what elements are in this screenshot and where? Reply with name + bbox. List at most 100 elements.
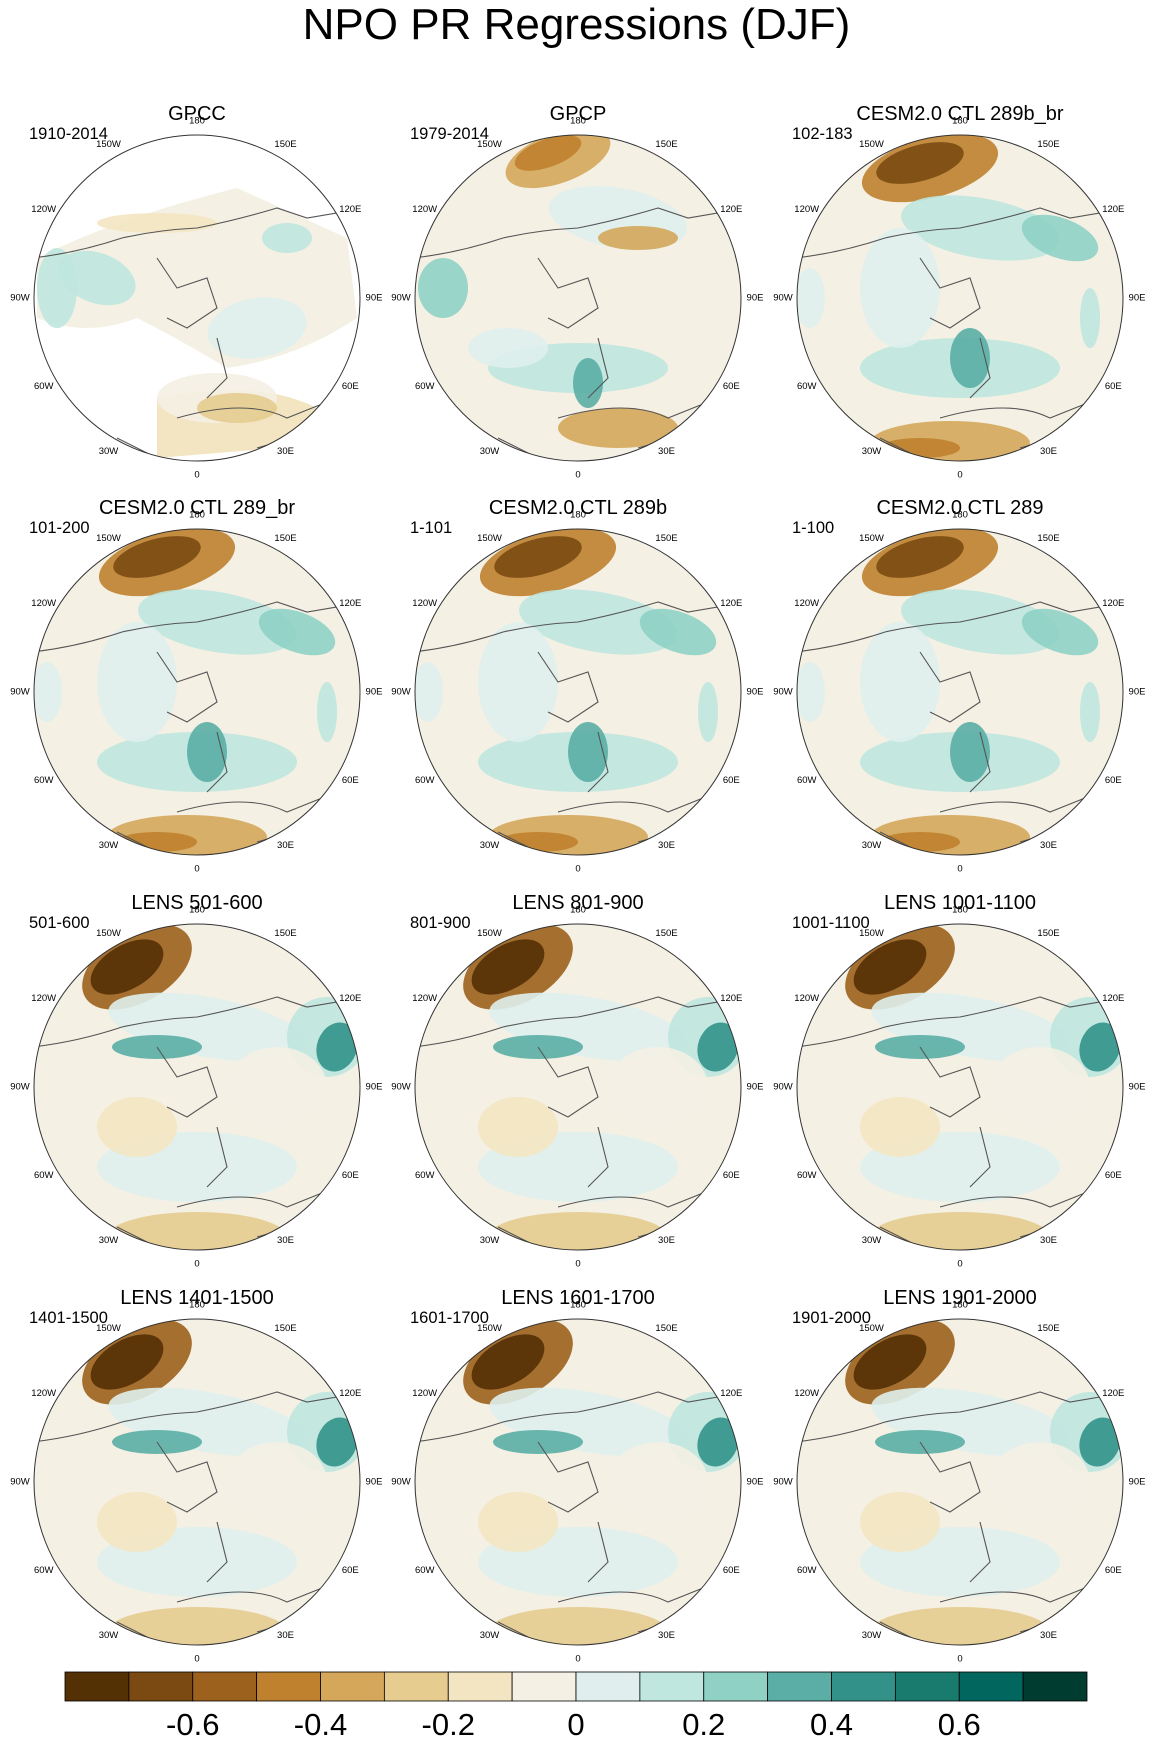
longitude-label: 60W [34, 1170, 54, 1181]
anomaly-region [316, 1022, 358, 1072]
longitude-label: 90E [1129, 687, 1146, 698]
longitude-label: 90E [1129, 1477, 1146, 1488]
anomaly-region [573, 358, 603, 408]
longitude-label: 90W [391, 293, 411, 304]
longitude-label: 60E [1105, 775, 1122, 786]
longitude-label: 150W [477, 533, 502, 544]
map-boundary [414, 923, 742, 1251]
colorbar-swatch [64, 1671, 130, 1702]
longitude-label: 90E [747, 687, 764, 698]
longitude-label: 90E [366, 293, 383, 304]
longitude-label: 0 [957, 470, 962, 481]
panel-title: LENS 1401-1500 [120, 1287, 273, 1309]
longitude-label: 30W [480, 1235, 500, 1246]
longitude-label: 180 [570, 116, 586, 127]
longitude-label: 0 [957, 1259, 962, 1270]
map-panel: LENS 501-600 501-600 180 150E 120E 90E 60E 30E 0… [10, 892, 382, 1270]
longitude-label: 180 [189, 1300, 205, 1311]
anomaly-region [639, 608, 717, 656]
panel-period: 1-100 [792, 519, 834, 537]
colorbar-swatch [1022, 1671, 1088, 1702]
panel-period: 1-101 [410, 519, 452, 537]
longitude-label: 0 [575, 470, 580, 481]
longitude-label: 60W [415, 381, 435, 392]
longitude-label: 30E [658, 840, 675, 851]
longitude-label: 150W [96, 1323, 121, 1334]
colorbar-swatch [767, 1671, 832, 1702]
precip-field [415, 1319, 741, 1645]
anomaly-region [950, 722, 990, 782]
longitude-label: 90E [366, 687, 383, 698]
panel-title: LENS 1001-1100 [884, 892, 1036, 914]
anomaly-region [797, 268, 825, 328]
longitude-label: 60W [34, 775, 54, 786]
anomaly-region [316, 1417, 358, 1467]
colorbar-label: 0 [567, 1707, 584, 1741]
longitude-label: 120E [339, 993, 361, 1004]
panel-title: CESM2.0 CTL 289_br [99, 497, 295, 519]
longitude-label: 150E [655, 533, 677, 544]
anomaly-region [58, 250, 136, 306]
colorbar-label: 0.2 [682, 1707, 725, 1741]
anomaly-region [1080, 288, 1100, 348]
colorbar-swatch [128, 1671, 194, 1702]
colorbar-label: 0.6 [938, 1707, 981, 1741]
precip-field [34, 135, 360, 461]
anomaly-region [418, 258, 468, 318]
map-boundary [414, 528, 742, 856]
anomaly-region [950, 328, 990, 388]
longitude-label: 60E [723, 1565, 740, 1576]
anomaly-region [90, 1334, 164, 1390]
longitude-label: 60E [342, 381, 359, 392]
colorbar-swatch [511, 1671, 577, 1702]
longitude-label: 90W [391, 1477, 411, 1488]
longitude-label: 0 [957, 864, 962, 875]
longitude-label: 0 [575, 1654, 580, 1665]
longitude-label: 180 [570, 1300, 586, 1311]
anomaly-region [34, 662, 62, 722]
longitude-label: 120E [339, 1388, 361, 1399]
anomaly-region [262, 223, 312, 253]
map-boundary [796, 528, 1124, 856]
panel-title: CESM2.0 CTL 289 [876, 497, 1043, 519]
longitude-label: 90W [10, 1477, 30, 1488]
anomaly-region [478, 1492, 558, 1552]
longitude-label: 90W [10, 293, 30, 304]
colorbar-label: -0.6 [166, 1707, 219, 1741]
colorbar-swatch [703, 1671, 769, 1702]
longitude-label: 180 [189, 116, 205, 127]
panel-title: GPCP [550, 103, 607, 125]
longitude-label: 90E [366, 1477, 383, 1488]
longitude-label: 30E [1040, 1235, 1057, 1246]
longitude-label: 60E [342, 1170, 359, 1181]
longitude-label: 90W [391, 1082, 411, 1093]
longitude-label: 180 [189, 905, 205, 916]
longitude-label: 0 [957, 1654, 962, 1665]
panel-title: CESM2.0 CTL 289b_br [856, 103, 1063, 125]
longitude-label: 150E [274, 139, 296, 150]
longitude-label: 150E [274, 928, 296, 939]
panel-title: LENS 801-900 [512, 892, 643, 914]
map-panel: GPCC 1910-2014 180 150E 120E 90E 60E 30E 0 30W 60W… [10, 103, 382, 481]
anomaly-region [519, 589, 677, 655]
colorbar-swatch [447, 1671, 513, 1702]
anomaly-region [1021, 214, 1099, 262]
longitude-label: 150E [655, 1323, 677, 1334]
map-panel: CESM2.0 CTL 289 1-100 180 150E 120E 90E 60E 30E… [773, 497, 1145, 875]
panel-period: 1910-2014 [29, 125, 108, 143]
panel-period: 501-600 [29, 914, 90, 932]
anomaly-region [97, 1492, 177, 1552]
longitude-label: 150E [274, 1323, 296, 1334]
longitude-label: 120E [720, 598, 742, 609]
longitude-label: 30W [480, 1630, 500, 1641]
longitude-label: 120W [31, 993, 56, 1004]
longitude-label: 0 [575, 1259, 580, 1270]
longitude-label: 150W [477, 139, 502, 150]
longitude-label: 60W [34, 1565, 54, 1576]
colorbar-label: -0.2 [422, 1707, 475, 1741]
precip-field [34, 529, 360, 855]
map-boundary [33, 528, 361, 856]
longitude-label: 30E [277, 1630, 294, 1641]
longitude-label: 30E [1040, 1630, 1057, 1641]
precip-field [797, 924, 1123, 1250]
